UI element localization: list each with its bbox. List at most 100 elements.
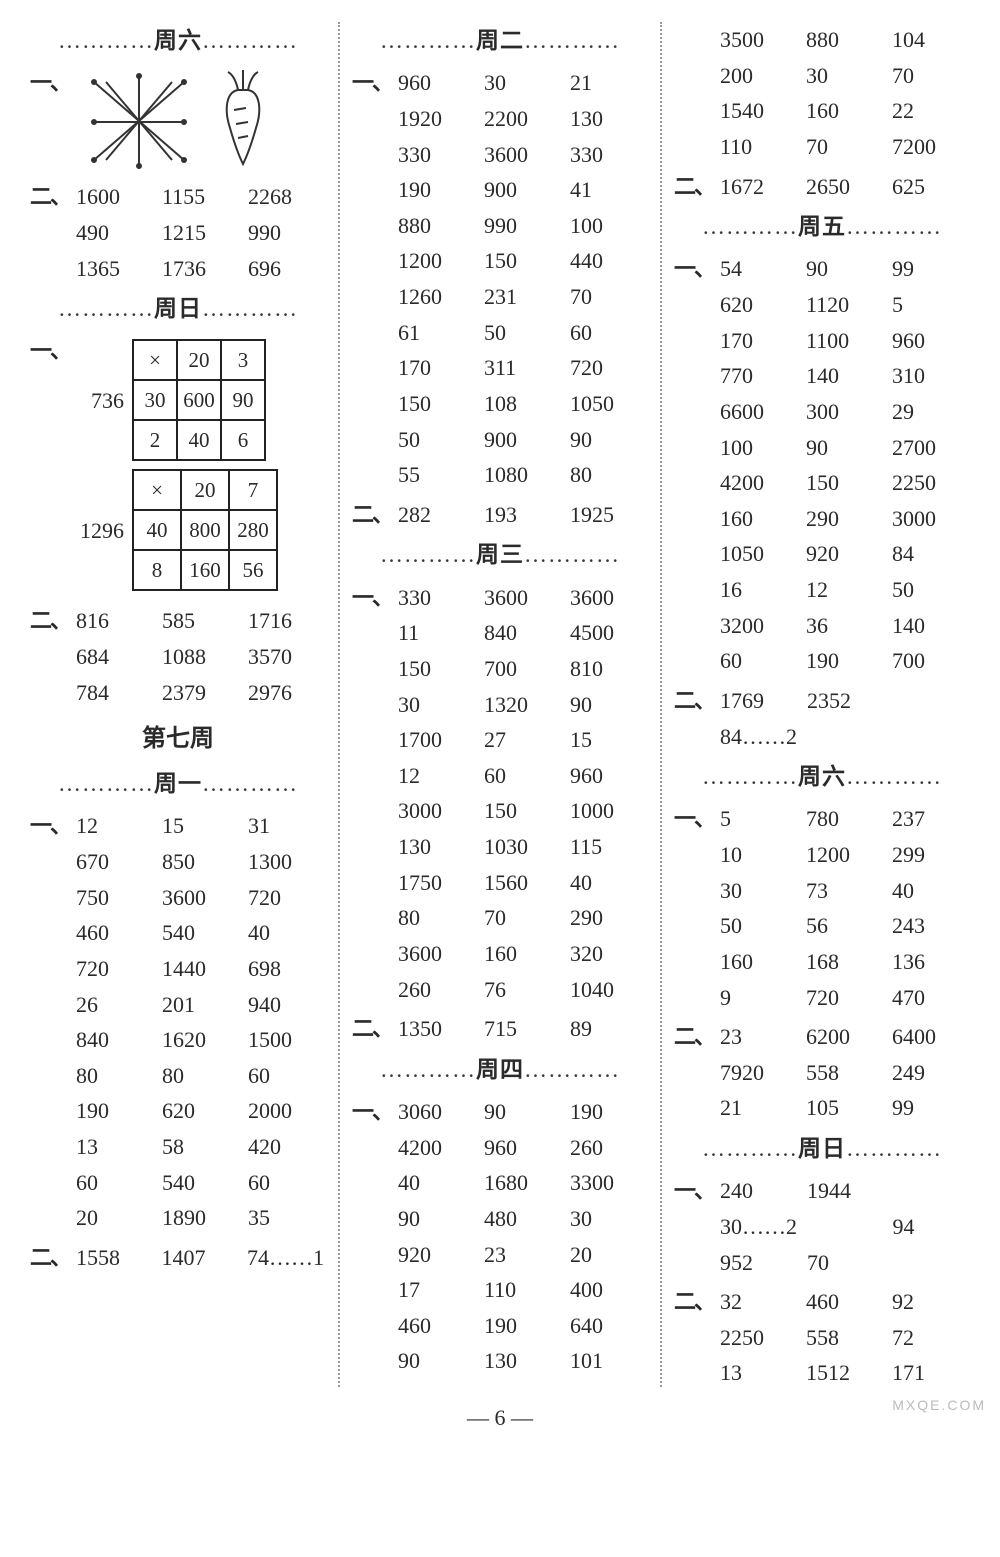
num-cell: 1260 bbox=[396, 279, 476, 315]
num-cell: 130 bbox=[482, 1343, 562, 1379]
num-cell: 780 bbox=[804, 801, 884, 837]
num-cell: 84……2 bbox=[718, 719, 799, 755]
watermark: MXQE.COM bbox=[892, 1397, 986, 1413]
num-cell: 100 bbox=[568, 208, 648, 244]
num-cell: 140 bbox=[804, 358, 884, 394]
mult-lead-2: 1296 bbox=[74, 513, 124, 549]
num-cell: 700 bbox=[890, 643, 970, 679]
label-er: 二、 bbox=[352, 1011, 396, 1047]
label-er: 二、 bbox=[30, 179, 74, 215]
num-cell: 190 bbox=[482, 1308, 562, 1344]
num-cell: 2268 bbox=[246, 179, 326, 215]
num-cell: 170 bbox=[396, 350, 476, 386]
grid-cell: 8 bbox=[133, 550, 181, 590]
num-cell: 30 bbox=[482, 65, 562, 101]
num-cell: 3300 bbox=[568, 1165, 648, 1201]
num-cell: 816 bbox=[74, 603, 154, 639]
c1-mon-sec2-grid: 1558140774……1 bbox=[74, 1240, 326, 1276]
week7-title: 第七周 bbox=[30, 720, 326, 759]
num-cell: 40 bbox=[890, 873, 970, 909]
num-cell: 40 bbox=[396, 1165, 476, 1201]
num-cell: 330 bbox=[396, 580, 476, 616]
num-cell: 3570 bbox=[246, 639, 326, 675]
num-cell: 80 bbox=[74, 1058, 154, 1094]
grid-cell: 40 bbox=[177, 420, 221, 460]
carrot-icon bbox=[208, 70, 278, 170]
num-cell: 3600 bbox=[482, 137, 562, 173]
grid-cell: 30 bbox=[133, 380, 177, 420]
num-cell: 12 bbox=[396, 758, 476, 794]
c3-thu-cont: 35008801042003070154016022110707200 bbox=[674, 22, 970, 165]
num-cell: 720 bbox=[568, 350, 648, 386]
num-cell: 9 bbox=[718, 980, 798, 1016]
c2-thu-sec1-grid: 3060901904200960260401680330090480309202… bbox=[396, 1094, 648, 1379]
num-cell: 310 bbox=[890, 358, 970, 394]
num-cell: 620 bbox=[718, 287, 798, 323]
num-cell: 101 bbox=[568, 1343, 648, 1379]
num-cell: 11 bbox=[396, 615, 476, 651]
num-cell: 23 bbox=[482, 1237, 562, 1273]
num-cell: 1920 bbox=[396, 101, 476, 137]
num-cell: 282 bbox=[396, 497, 476, 533]
num-cell: 3500 bbox=[718, 22, 798, 58]
num-cell: 130 bbox=[568, 101, 648, 137]
c3-sat-sec1: 一、 5780237101200299307340505624316016813… bbox=[674, 801, 970, 1015]
num-cell: 1769 bbox=[718, 683, 799, 719]
c1-sat-sec2: 二、 160011552268490121599013651736696 bbox=[30, 179, 326, 286]
num-cell: 1890 bbox=[160, 1200, 240, 1236]
num-cell: 1215 bbox=[160, 215, 240, 251]
num-cell: 810 bbox=[568, 651, 648, 687]
num-cell: 237 bbox=[890, 801, 970, 837]
num-cell: 1944 bbox=[805, 1173, 885, 1209]
num-cell: 80 bbox=[396, 900, 476, 936]
num-cell: 1560 bbox=[482, 865, 562, 901]
num-cell: 3000 bbox=[396, 793, 476, 829]
column-2: …………周二………… 一、 96030211920220013033036003… bbox=[342, 18, 658, 1391]
num-cell: 400 bbox=[568, 1272, 648, 1308]
num-cell: 620 bbox=[160, 1093, 240, 1129]
num-cell: 1088 bbox=[160, 639, 240, 675]
num-cell: 990 bbox=[246, 215, 326, 251]
num-cell: 56 bbox=[804, 908, 884, 944]
num-cell: 110 bbox=[482, 1272, 562, 1308]
c1-mon-sec1: 一、 1215316708501300750360072046054040720… bbox=[30, 808, 326, 1236]
label-er: 二、 bbox=[352, 497, 396, 533]
header-wed: …………周三………… bbox=[352, 536, 648, 573]
mult-block-1: 736 ×20330600902406 bbox=[74, 339, 326, 461]
num-cell: 460 bbox=[804, 1284, 884, 1320]
label-er: 二、 bbox=[30, 1240, 74, 1276]
num-cell: 92 bbox=[890, 1284, 970, 1320]
num-cell: 90 bbox=[568, 422, 648, 458]
num-cell: 74……1 bbox=[245, 1240, 326, 1276]
num-cell: 558 bbox=[804, 1320, 884, 1356]
num-cell: 1300 bbox=[246, 844, 326, 880]
num-cell: 3600 bbox=[482, 580, 562, 616]
num-cell: 50 bbox=[396, 422, 476, 458]
num-cell: 160 bbox=[482, 936, 562, 972]
c1-sun-sec1: 一、 736 ×20330600902406 1296 ×20740800280… bbox=[30, 333, 326, 599]
num-cell: 70 bbox=[482, 900, 562, 936]
num-cell bbox=[805, 1209, 885, 1245]
c2-tue-sec1: 一、 9603021192022001303303600330190900418… bbox=[352, 65, 648, 493]
grid-cell: 2 bbox=[133, 420, 177, 460]
label-er: 二、 bbox=[674, 169, 718, 205]
num-cell: 1407 bbox=[160, 1240, 240, 1276]
c1-sat-sec1: 一、 bbox=[30, 65, 326, 175]
label-er: 二、 bbox=[674, 1019, 718, 1055]
num-cell: 150 bbox=[482, 243, 562, 279]
num-cell: 5 bbox=[890, 287, 970, 323]
grid-cell: 160 bbox=[181, 550, 229, 590]
header-thu: …………周四………… bbox=[352, 1051, 648, 1088]
num-cell: 1080 bbox=[482, 457, 562, 493]
num-cell: 4500 bbox=[568, 615, 648, 651]
num-cell: 150 bbox=[804, 465, 884, 501]
num-cell: 84 bbox=[890, 536, 970, 572]
num-cell: 94 bbox=[891, 1209, 971, 1245]
grid-cell: 800 bbox=[181, 510, 229, 550]
label-yi: 一、 bbox=[352, 65, 396, 101]
num-cell: 36 bbox=[804, 608, 884, 644]
num-cell: 330 bbox=[396, 137, 476, 173]
c3-fri-sec1-grid: 5490996201120517011009607701403106600300… bbox=[718, 251, 970, 679]
c3-thu-cont-grid: 35008801042003070154016022110707200 bbox=[718, 22, 970, 165]
num-cell: 17 bbox=[396, 1272, 476, 1308]
